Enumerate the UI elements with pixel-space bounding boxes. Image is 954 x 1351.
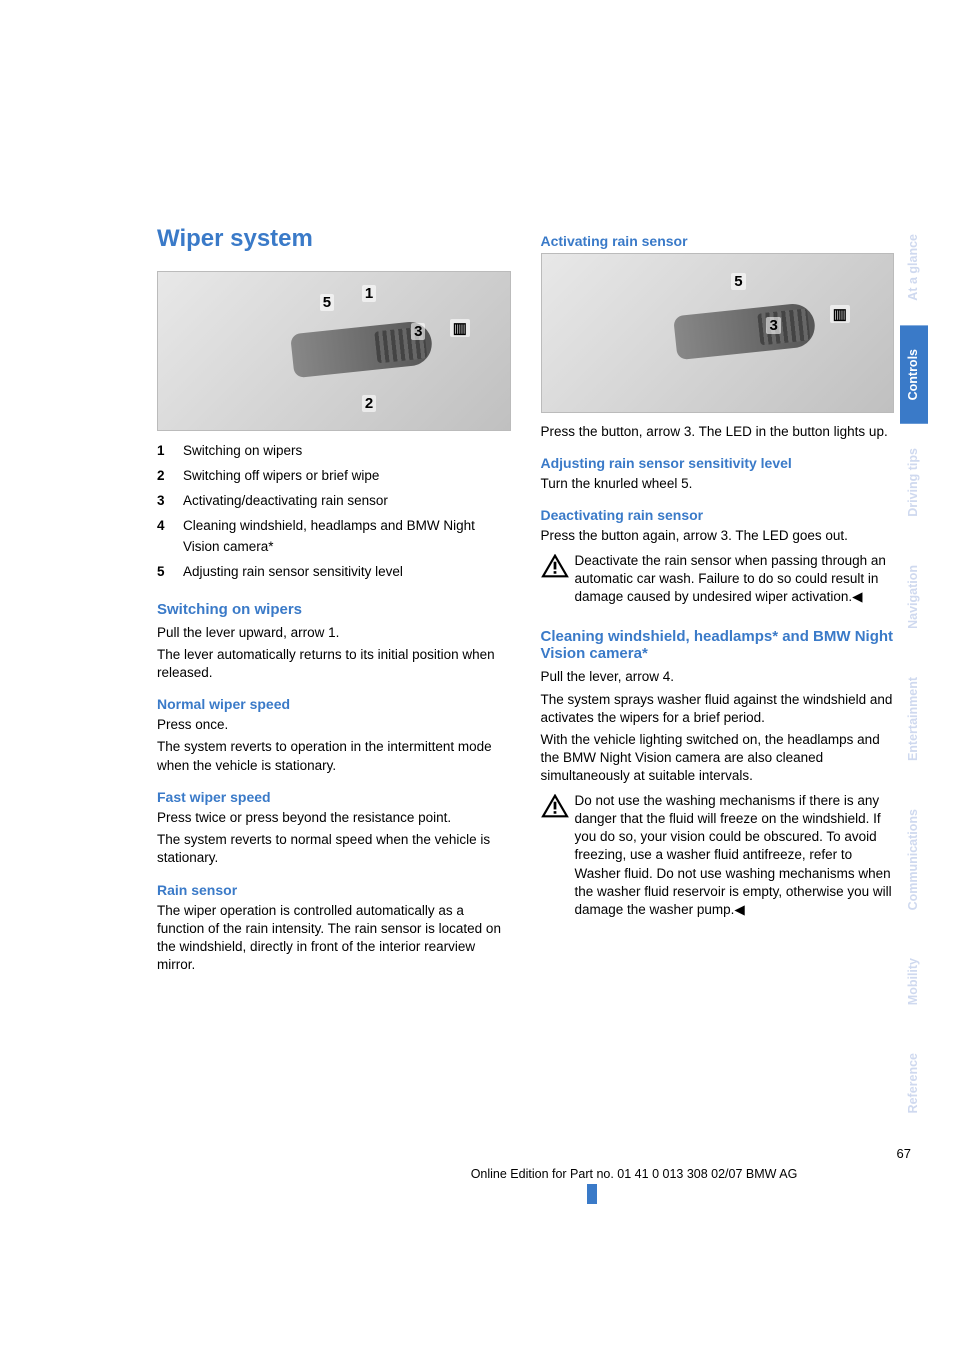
body-text: Press the button again, arrow 3. The LED… bbox=[541, 527, 895, 545]
body-text: Press once. bbox=[157, 716, 511, 734]
wiper-stalk-figure-2: 5 3 ▥ bbox=[541, 253, 895, 413]
callout-item: 1Switching on wipers bbox=[157, 441, 511, 462]
warning-icon bbox=[541, 554, 569, 578]
page-number: 67 bbox=[157, 1146, 954, 1161]
body-text: Pull the lever, arrow 4. bbox=[541, 668, 895, 686]
heading-activating-rain: Activating rain sensor bbox=[541, 233, 895, 249]
callout-item: 4Cleaning windshield, headlamps and BMW … bbox=[157, 516, 511, 558]
callout-item: 3Activating/deactivating rain sensor bbox=[157, 491, 511, 512]
figure2-label-5: 5 bbox=[731, 273, 745, 290]
page: Wiper system 5 1 3 ▥ 2 1Switching on wip… bbox=[0, 0, 954, 1351]
callout-text: Switching off wipers or brief wipe bbox=[183, 466, 379, 487]
callout-num: 4 bbox=[157, 516, 183, 558]
figure2-knurl: ▥ bbox=[830, 305, 850, 323]
body-text: The system reverts to normal speed when … bbox=[157, 831, 511, 867]
content-columns: Wiper system 5 1 3 ▥ 2 1Switching on wip… bbox=[157, 225, 894, 978]
tab-entertainment[interactable]: Entertainment bbox=[900, 653, 928, 785]
body-text: With the vehicle lighting switched on, t… bbox=[541, 731, 895, 786]
callout-num: 2 bbox=[157, 466, 183, 487]
body-text: The system reverts to operation in the i… bbox=[157, 738, 511, 774]
body-text: Press twice or press beyond the resistan… bbox=[157, 809, 511, 827]
callout-num: 5 bbox=[157, 562, 183, 583]
figure1-label-2: 2 bbox=[362, 395, 376, 412]
callout-item: 2Switching off wipers or brief wipe bbox=[157, 466, 511, 487]
right-column: Activating rain sensor 5 3 ▥ Press the b… bbox=[541, 225, 895, 978]
left-column: Wiper system 5 1 3 ▥ 2 1Switching on wip… bbox=[157, 225, 511, 978]
body-text: The wiper operation is controlled automa… bbox=[157, 902, 511, 975]
warning-text: Do not use the washing mechanisms if the… bbox=[575, 792, 895, 920]
wiper-stalk-figure-1: 5 1 3 ▥ 2 bbox=[157, 271, 511, 431]
footer: 67 Online Edition for Part no. 01 41 0 0… bbox=[157, 1146, 954, 1181]
warning-note: Do not use the washing mechanisms if the… bbox=[541, 792, 895, 924]
page-marker bbox=[587, 1184, 597, 1204]
body-text: The system sprays washer fluid against t… bbox=[541, 691, 895, 727]
section-title: Wiper system bbox=[157, 225, 511, 253]
figure2-label-3: 3 bbox=[766, 317, 780, 334]
callout-list: 1Switching on wipers 2Switching off wipe… bbox=[157, 441, 511, 583]
callout-num: 3 bbox=[157, 491, 183, 512]
callout-text: Adjusting rain sensor sensitivity level bbox=[183, 562, 403, 583]
heading-cleaning: Cleaning windshield, headlamps* and BMW … bbox=[541, 628, 895, 662]
heading-fast-speed: Fast wiper speed bbox=[157, 789, 511, 805]
body-text: Turn the knurled wheel 5. bbox=[541, 475, 895, 493]
callout-text: Switching on wipers bbox=[183, 441, 302, 462]
callout-text: Cleaning windshield, headlamps and BMW N… bbox=[183, 516, 511, 558]
tab-at-a-glance[interactable]: At a glance bbox=[900, 210, 928, 325]
heading-deactivating-rain: Deactivating rain sensor bbox=[541, 507, 895, 523]
warning-text: Deactivate the rain sensor when passing … bbox=[575, 552, 895, 607]
figure1-label-5: 5 bbox=[320, 294, 334, 311]
tab-controls[interactable]: Controls bbox=[900, 325, 928, 424]
side-tabs: At a glance Controls Driving tips Naviga… bbox=[900, 210, 928, 1138]
warning-icon bbox=[541, 794, 569, 818]
heading-normal-speed: Normal wiper speed bbox=[157, 696, 511, 712]
tab-navigation[interactable]: Navigation bbox=[900, 541, 928, 653]
body-text: The lever automatically returns to its i… bbox=[157, 646, 511, 682]
body-text: Pull the lever upward, arrow 1. bbox=[157, 624, 511, 642]
figure1-label-1: 1 bbox=[362, 285, 376, 302]
warning-note: Deactivate the rain sensor when passing … bbox=[541, 552, 895, 611]
callout-num: 1 bbox=[157, 441, 183, 462]
online-edition-text: Online Edition for Part no. 01 41 0 013 … bbox=[157, 1167, 954, 1181]
callout-text: Activating/deactivating rain sensor bbox=[183, 491, 388, 512]
tab-mobility[interactable]: Mobility bbox=[900, 934, 928, 1029]
tab-reference[interactable]: Reference bbox=[900, 1029, 928, 1137]
heading-adjusting-sensitivity: Adjusting rain sensor sensitivity level bbox=[541, 455, 895, 471]
tab-driving-tips[interactable]: Driving tips bbox=[900, 424, 928, 541]
callout-item: 5Adjusting rain sensor sensitivity level bbox=[157, 562, 511, 583]
heading-rain-sensor: Rain sensor bbox=[157, 882, 511, 898]
tab-communications[interactable]: Communications bbox=[900, 785, 928, 934]
heading-switching-on: Switching on wipers bbox=[157, 601, 511, 618]
figure1-label-3: 3 bbox=[411, 323, 425, 340]
figure1-label-4: ▥ bbox=[450, 319, 470, 337]
body-text: Press the button, arrow 3. The LED in th… bbox=[541, 423, 895, 441]
